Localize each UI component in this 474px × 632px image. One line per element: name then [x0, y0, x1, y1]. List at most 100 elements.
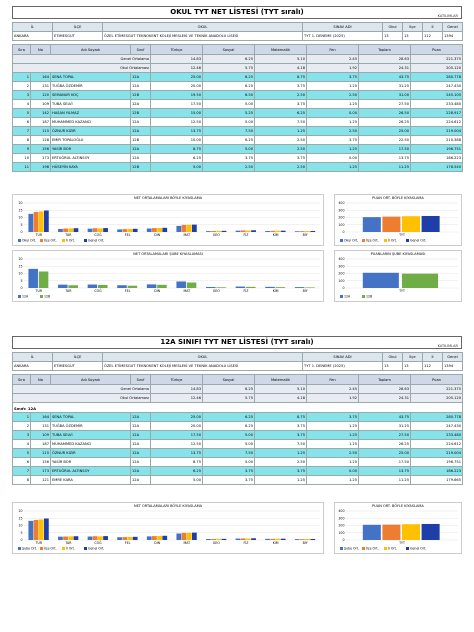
- cell: 6.25: [202, 135, 255, 145]
- cell: 12B: [130, 135, 151, 145]
- column-label: Toplam: [358, 374, 411, 385]
- legend-label: 12A: [22, 295, 29, 299]
- y-tick-label: 10: [18, 216, 22, 220]
- bar: [246, 286, 256, 288]
- y-tick-label: 10: [18, 272, 22, 276]
- bar: [265, 230, 271, 232]
- legend-swatch: [384, 547, 387, 550]
- cell: 224.612: [410, 117, 463, 127]
- cell: 6.25: [254, 108, 307, 118]
- bar: [186, 532, 192, 540]
- bar: [38, 271, 49, 288]
- x-tick-label: MAT: [183, 289, 190, 293]
- header-value: 13: [402, 361, 423, 371]
- cell: 13.75: [150, 126, 203, 136]
- bar: [181, 224, 187, 232]
- y-tick-label: 100: [338, 223, 344, 227]
- cell: 247.430: [410, 421, 463, 431]
- cell: SEMANUR KOÇ: [50, 90, 131, 100]
- average-value: 205.120: [410, 63, 463, 73]
- average-row: Okul Ortalaması 12.46 5.75 4.18 1.92 24.31 205…: [12, 63, 463, 73]
- cell: 12B: [130, 90, 151, 100]
- bar: [146, 228, 152, 232]
- header-table: İL İLÇE OKUL SINAV ADI Okul İlçe İl Genel ANKARA…: [12, 22, 463, 41]
- y-tick-label: 15: [18, 208, 22, 212]
- cell: 12A: [130, 144, 151, 154]
- cell: 0.00: [306, 466, 359, 476]
- bar: [98, 284, 108, 288]
- student-row: 4 187 MUHAMMED KAZANCI 12A 12.50 5.00 7.50 1.25…: [12, 439, 463, 449]
- chart-title: NET ORTALAMALARI BÖYLE KIYASLAMA: [134, 195, 203, 200]
- column-label: Türkçe: [150, 374, 203, 385]
- bar: [73, 228, 79, 232]
- cell: 164: [30, 72, 51, 82]
- x-tick-label: BİY: [303, 232, 308, 237]
- cell: 3.75: [254, 421, 307, 431]
- column-label: Sosyal: [202, 374, 255, 385]
- header-value: 112: [422, 31, 443, 41]
- cell: 5.00: [150, 475, 203, 485]
- header-value: ANKARA: [12, 361, 53, 371]
- x-tick-label: DİN: [154, 288, 160, 293]
- legend-label: 12A: [344, 295, 351, 299]
- bar: [98, 536, 103, 540]
- bar: [87, 284, 98, 288]
- bar: [246, 230, 251, 232]
- cell: 6.25: [202, 81, 255, 91]
- bar: [251, 230, 256, 232]
- cell: 1.25: [306, 439, 359, 449]
- cell: 5.00: [150, 162, 203, 172]
- cell: YASİR BOR: [50, 144, 131, 154]
- cell: 1: [12, 72, 31, 82]
- column-label: Matematik: [254, 374, 307, 385]
- bar: [186, 224, 192, 232]
- cell: MUHAMMED KAZANCI: [50, 117, 131, 127]
- cell: 20.00: [150, 81, 203, 91]
- average-value: 12.46: [150, 393, 203, 403]
- cell: 1.25: [306, 81, 359, 91]
- bar: [240, 538, 246, 540]
- bar: [38, 211, 44, 232]
- cell: 2.50: [254, 457, 307, 467]
- student-row: 8 128 EMİR TOPALOĞLU 12B 10.00 6.25 2.50 3.75 22…: [12, 135, 463, 145]
- cell: 12.50: [150, 117, 203, 127]
- cell: 7: [12, 466, 31, 476]
- column-label: Sıra: [12, 374, 31, 385]
- legend-swatch: [40, 295, 43, 298]
- participation-label: KATILIMLAR: [437, 344, 458, 348]
- class-label: Sınıfı: 12A: [12, 402, 463, 413]
- student-row: 3 109 TUBA SELVİ 12A 17.50 5.00 3.75 1.25 27.50 2…: [12, 430, 463, 440]
- header-label: İLÇE: [52, 22, 103, 32]
- chart-title: PUANLARIN ŞUBE KIYASLAMASI: [371, 252, 426, 256]
- legend-label: İl Ort.: [66, 238, 75, 243]
- header-label: Okul: [382, 22, 403, 32]
- bar: [362, 217, 381, 232]
- bar: [117, 285, 127, 288]
- bar: [305, 287, 315, 288]
- cell: 245.105: [410, 90, 463, 100]
- cell: 2.50: [254, 144, 307, 154]
- y-tick-label: 0: [342, 286, 344, 290]
- column-header: Sıra No Adı Soyadı Sınıf Türkçe Sosyal Matemat…: [12, 374, 463, 385]
- student-row: 5 115 ÖZNUR KIZIR 12A 13.75 7.50 1.25 2.50 25.00…: [12, 448, 463, 458]
- cell: 1.25: [306, 457, 359, 467]
- bar: [127, 228, 133, 232]
- bar: [310, 230, 316, 232]
- legend-label: İlçe Ort.: [366, 546, 379, 551]
- cell: 219.004: [410, 448, 463, 458]
- cell: 6.25: [150, 466, 203, 476]
- cell: 6.25: [202, 412, 255, 422]
- y-tick-label: 100: [338, 531, 344, 535]
- cell: SENA TOPAL: [50, 412, 131, 422]
- cell: ERTUĞRUL ALTINSOY: [50, 466, 131, 476]
- legend-label: İl Ort.: [388, 238, 397, 243]
- bar: [73, 536, 79, 540]
- header-label: Genel: [442, 22, 463, 32]
- cell: 5.00: [202, 144, 255, 154]
- cell: 121: [30, 475, 51, 485]
- y-tick-label: 20: [18, 201, 22, 205]
- cell: 3: [12, 90, 31, 100]
- legend-swatch: [406, 547, 409, 550]
- x-tick-label: KİM: [273, 540, 279, 545]
- bar: [235, 538, 241, 540]
